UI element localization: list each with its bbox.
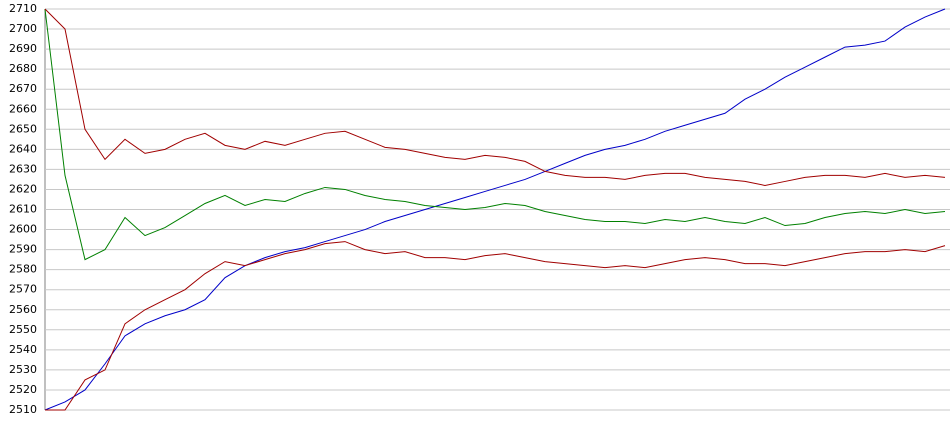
y-tick-label: 2520 <box>9 383 37 396</box>
y-tick-label: 2640 <box>9 142 37 155</box>
y-tick-label: 2650 <box>9 122 37 135</box>
y-tick-label: 2620 <box>9 182 37 195</box>
series-line <box>45 241 946 411</box>
y-tick-label: 2710 <box>9 2 37 15</box>
y-tick-label: 2540 <box>9 343 37 356</box>
y-tick-label: 2700 <box>9 22 37 35</box>
series-line <box>44 8 946 186</box>
series-line <box>44 8 946 261</box>
y-tick-label: 2680 <box>9 62 37 75</box>
y-tick-label: 2610 <box>9 203 37 216</box>
y-tick-label: 2690 <box>9 42 37 55</box>
y-tick-label: 2560 <box>9 303 37 316</box>
y-tick-label: 2630 <box>9 162 37 175</box>
y-tick-label: 2670 <box>9 82 37 95</box>
y-tick-label: 2600 <box>9 223 37 236</box>
y-tick-label: 2550 <box>9 323 37 336</box>
y-tick-label: 2590 <box>9 243 37 256</box>
y-tick-label: 2510 <box>9 403 37 416</box>
y-tick-label: 2570 <box>9 283 37 296</box>
y-tick-label: 2530 <box>9 363 37 376</box>
series-line <box>44 8 946 411</box>
y-tick-label: 2580 <box>9 263 37 276</box>
y-tick-label: 2660 <box>9 102 37 115</box>
